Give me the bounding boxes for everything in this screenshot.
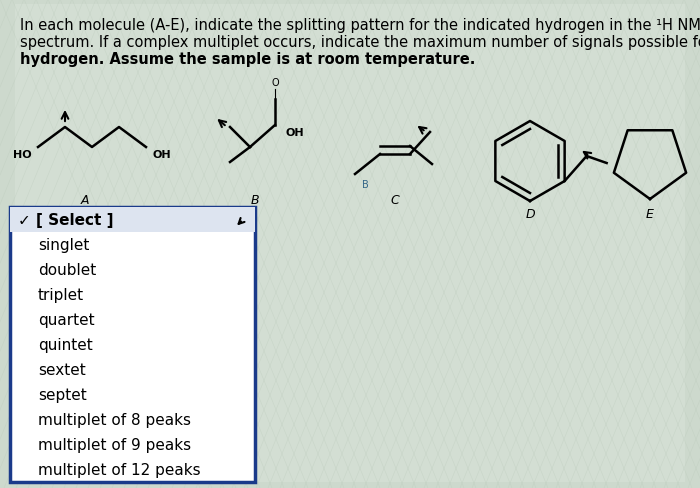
Text: doublet: doublet (38, 263, 97, 278)
Text: spectrum. If a complex multiplet occurs, indicate the maximum number of signals : spectrum. If a complex multiplet occurs,… (20, 35, 700, 50)
Text: HO: HO (13, 150, 32, 160)
Text: B: B (362, 180, 368, 190)
Text: E: E (646, 208, 654, 221)
Text: multiplet of 9 peaks: multiplet of 9 peaks (38, 437, 191, 452)
Text: B: B (251, 193, 259, 206)
Text: OH: OH (286, 128, 304, 138)
Text: sextet: sextet (38, 362, 86, 377)
Text: multiplet of 12 peaks: multiplet of 12 peaks (38, 462, 201, 477)
Text: triplet: triplet (38, 287, 84, 303)
Text: C: C (391, 193, 400, 206)
Text: OH: OH (153, 150, 172, 160)
Text: quintet: quintet (38, 337, 93, 352)
Text: septet: septet (38, 387, 87, 402)
Bar (10, 207, 255, 232)
Text: A: A (80, 193, 90, 206)
Text: multiplet of 8 peaks: multiplet of 8 peaks (38, 412, 191, 427)
Text: hydrogen. Assume the sample is at room temperature.: hydrogen. Assume the sample is at room t… (20, 52, 475, 67)
Text: ✓ [ Select ]: ✓ [ Select ] (18, 213, 113, 227)
Text: quartet: quartet (38, 312, 94, 327)
FancyBboxPatch shape (10, 207, 255, 482)
Text: D: D (525, 208, 535, 221)
Text: singlet: singlet (38, 238, 90, 252)
Text: O: O (271, 78, 279, 88)
Text: In each molecule (A-E), indicate the splitting pattern for the indicated hydroge: In each molecule (A-E), indicate the spl… (20, 18, 700, 33)
